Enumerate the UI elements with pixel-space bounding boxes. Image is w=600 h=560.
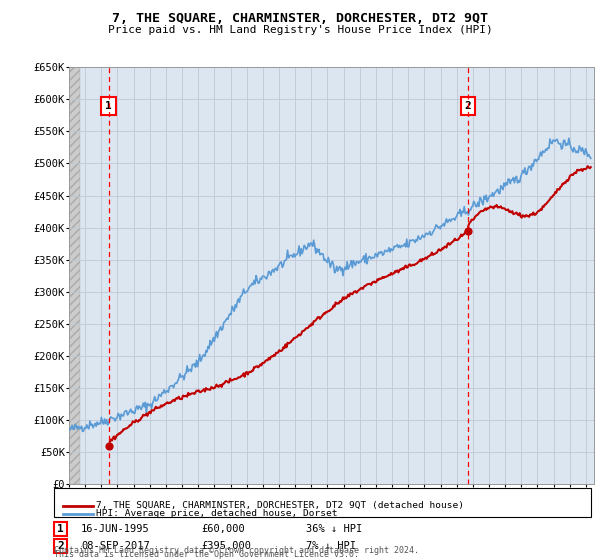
Text: 08-SEP-2017: 08-SEP-2017	[81, 541, 150, 550]
Bar	[69, 67, 80, 484]
Point	[463, 226, 473, 235]
Text: HPI: Average price, detached house, Dorset: HPI: Average price, detached house, Dors…	[96, 509, 337, 518]
Text: Price paid vs. HM Land Registry's House Price Index (HPI): Price paid vs. HM Land Registry's House …	[107, 25, 493, 35]
Text: 16-JUN-1995: 16-JUN-1995	[81, 525, 150, 534]
Text: 7% ↓ HPI: 7% ↓ HPI	[306, 541, 356, 550]
Text: 36% ↓ HPI: 36% ↓ HPI	[306, 525, 362, 534]
Text: 2: 2	[57, 541, 64, 550]
Text: 1: 1	[57, 525, 64, 534]
Text: £395,000: £395,000	[201, 541, 251, 550]
Text: Contains HM Land Registry data © Crown copyright and database right 2024.: Contains HM Land Registry data © Crown c…	[54, 546, 419, 555]
Text: 7, THE SQUARE, CHARMINSTER, DORCHESTER, DT2 9QT (detached house): 7, THE SQUARE, CHARMINSTER, DORCHESTER, …	[96, 501, 464, 510]
Text: This data is licensed under the Open Government Licence v3.0.: This data is licensed under the Open Gov…	[54, 550, 359, 559]
Point	[104, 441, 113, 450]
Text: 1: 1	[106, 101, 112, 111]
Text: 7, THE SQUARE, CHARMINSTER, DORCHESTER, DT2 9QT: 7, THE SQUARE, CHARMINSTER, DORCHESTER, …	[112, 12, 488, 25]
Text: £60,000: £60,000	[201, 525, 245, 534]
Text: 2: 2	[464, 101, 471, 111]
